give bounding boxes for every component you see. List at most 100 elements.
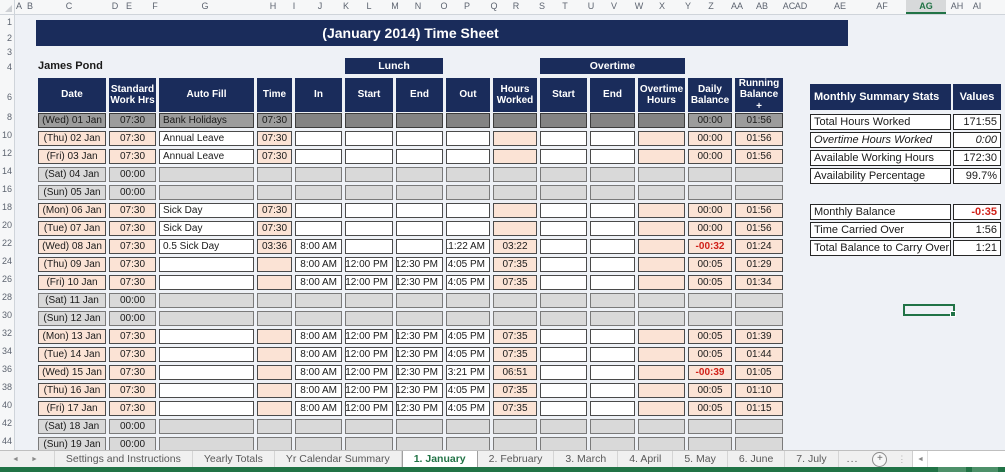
grid-cell-hours-worked[interactable]: 07:35 bbox=[493, 401, 537, 416]
grid-cell-lunch-end[interactable] bbox=[396, 149, 443, 164]
grid-cell-out[interactable] bbox=[446, 185, 490, 200]
column-letter-P[interactable]: P bbox=[463, 1, 471, 11]
row-number-12[interactable]: 12 bbox=[1, 148, 12, 158]
grid-cell-standard-work-hrs[interactable]: 00:00 bbox=[109, 185, 156, 200]
summary-label[interactable]: Total Hours Worked bbox=[810, 114, 951, 130]
grid-cell-running-balance[interactable] bbox=[735, 185, 783, 200]
grid-cell-overtime-end[interactable] bbox=[590, 257, 635, 272]
grid-cell-running-balance[interactable]: 01:15 bbox=[735, 401, 783, 416]
summary-value[interactable]: 99.7% bbox=[953, 168, 1001, 184]
horizontal-scrollbar[interactable]: ◄ bbox=[912, 451, 1005, 467]
grid-cell-daily-balance[interactable] bbox=[688, 311, 732, 326]
grid-cell-hours-worked[interactable]: 06:51 bbox=[493, 365, 537, 380]
grid-cell-hours-worked[interactable]: 07:35 bbox=[493, 347, 537, 362]
grid-cell-running-balance[interactable]: 01:39 bbox=[735, 329, 783, 344]
grid-cell-time[interactable]: 07:30 bbox=[257, 203, 292, 218]
grid-cell-lunch-end[interactable] bbox=[396, 239, 443, 254]
column-letter-X[interactable]: X bbox=[658, 1, 666, 11]
grid-cell-overtime-end[interactable] bbox=[590, 203, 635, 218]
grid-cell-overtime-start[interactable] bbox=[540, 383, 587, 398]
row-number-40[interactable]: 40 bbox=[1, 400, 12, 410]
grid-cell-out[interactable]: 4:05 PM bbox=[446, 275, 490, 290]
grid-cell-time[interactable] bbox=[257, 401, 292, 416]
grid-cell-daily-balance[interactable] bbox=[688, 185, 732, 200]
grid-cell-daily-balance[interactable]: 00:05 bbox=[688, 275, 732, 290]
grid-cell-time[interactable] bbox=[257, 383, 292, 398]
grid-cell-lunch-start[interactable] bbox=[345, 419, 393, 434]
grid-cell-overtime-start[interactable] bbox=[540, 293, 587, 308]
grid-cell-in[interactable]: 8:00 AM bbox=[295, 347, 342, 362]
grid-cell-overtime-end[interactable] bbox=[590, 365, 635, 380]
grid-cell-time[interactable] bbox=[257, 329, 292, 344]
grid-cell-lunch-end[interactable] bbox=[396, 419, 443, 434]
tab-overflow[interactable]: ... bbox=[846, 453, 859, 465]
grid-cell-date[interactable]: (Thu) 02 Jan bbox=[38, 131, 106, 146]
column-letter-N[interactable]: N bbox=[414, 1, 422, 11]
column-header-overtime-end[interactable]: End bbox=[590, 78, 635, 112]
grid-cell-daily-balance[interactable] bbox=[688, 437, 732, 450]
sheet-tab-settings-and-instructions[interactable]: Settings and Instructions bbox=[53, 451, 193, 467]
grid-cell-auto-fill[interactable] bbox=[159, 185, 254, 200]
grid-cell-overtime-end[interactable] bbox=[590, 401, 635, 416]
grid-cell-in[interactable] bbox=[295, 221, 342, 236]
grid-cell-auto-fill[interactable] bbox=[159, 401, 254, 416]
column-letter-Z[interactable]: Z bbox=[708, 1, 714, 11]
grid-cell-daily-balance[interactable]: 00:05 bbox=[688, 347, 732, 362]
grid-cell-in[interactable] bbox=[295, 131, 342, 146]
grid-cell-time[interactable] bbox=[257, 311, 292, 326]
grid-cell-standard-work-hrs[interactable]: 07:30 bbox=[109, 113, 156, 128]
grid-cell-date[interactable]: (Sun) 19 Jan bbox=[38, 437, 106, 450]
column-header-standard-work-hrs[interactable]: Standard Work Hrs bbox=[109, 78, 156, 112]
grid-cell-overtime-end[interactable] bbox=[590, 347, 635, 362]
grid-cell-in[interactable] bbox=[295, 203, 342, 218]
grid-cell-in[interactable] bbox=[295, 311, 342, 326]
column-letter-B[interactable]: B bbox=[26, 1, 34, 11]
grid-cell-lunch-end[interactable]: 12:30 PM bbox=[396, 275, 443, 290]
grid-cell-overtime-end[interactable] bbox=[590, 419, 635, 434]
grid-cell-in[interactable]: 8:00 AM bbox=[295, 257, 342, 272]
grid-cell-hours-worked[interactable] bbox=[493, 185, 537, 200]
sheet-tab-7-july[interactable]: 7. July bbox=[785, 451, 839, 467]
grid-cell-auto-fill[interactable]: Annual Leave bbox=[159, 131, 254, 146]
grid-cell-running-balance[interactable]: 01:34 bbox=[735, 275, 783, 290]
column-letter-R[interactable]: R bbox=[512, 1, 520, 11]
grid-cell-overtime-start[interactable] bbox=[540, 149, 587, 164]
grid-cell-hours-worked[interactable]: 03:22 bbox=[493, 239, 537, 254]
grid-cell-overtime-hours[interactable] bbox=[638, 329, 685, 344]
row-number-30[interactable]: 30 bbox=[1, 310, 12, 320]
column-letter-U[interactable]: U bbox=[587, 1, 595, 11]
summary-value[interactable]: 172:30 bbox=[953, 150, 1001, 166]
grid-cell-lunch-start[interactable] bbox=[345, 311, 393, 326]
summary-value[interactable]: -0:35 bbox=[953, 204, 1001, 220]
grid-cell-auto-fill[interactable] bbox=[159, 167, 254, 182]
grid-cell-date[interactable]: (Tue) 07 Jan bbox=[38, 221, 106, 236]
grid-cell-hours-worked[interactable] bbox=[493, 419, 537, 434]
grid-cell-overtime-hours[interactable] bbox=[638, 203, 685, 218]
grid-cell-lunch-end[interactable] bbox=[396, 167, 443, 182]
grid-cell-auto-fill[interactable]: Bank Holidays bbox=[159, 113, 254, 128]
grid-cell-daily-balance[interactable] bbox=[688, 167, 732, 182]
row-number-28[interactable]: 28 bbox=[1, 292, 12, 302]
grid-cell-lunch-end[interactable]: 12:30 PM bbox=[396, 401, 443, 416]
grid-cell-lunch-end[interactable] bbox=[396, 131, 443, 146]
grid-cell-lunch-start[interactable] bbox=[345, 185, 393, 200]
row-number-8[interactable]: 8 bbox=[6, 112, 12, 122]
grid-cell-time[interactable]: 07:30 bbox=[257, 113, 292, 128]
grid-cell-lunch-start[interactable] bbox=[345, 131, 393, 146]
grid-cell-overtime-start[interactable] bbox=[540, 437, 587, 450]
grid-cell-overtime-hours[interactable] bbox=[638, 221, 685, 236]
grid-cell-auto-fill[interactable]: Annual Leave bbox=[159, 149, 254, 164]
grid-cell-out[interactable] bbox=[446, 113, 490, 128]
grid-cell-date[interactable]: (Thu) 09 Jan bbox=[38, 257, 106, 272]
grid-cell-time[interactable]: 07:30 bbox=[257, 131, 292, 146]
grid-cell-daily-balance[interactable]: 00:00 bbox=[688, 113, 732, 128]
grid-cell-lunch-end[interactable]: 12:30 PM bbox=[396, 329, 443, 344]
grid-cell-daily-balance[interactable]: 00:05 bbox=[688, 401, 732, 416]
grid-cell-out[interactable] bbox=[446, 149, 490, 164]
grid-cell-auto-fill[interactable] bbox=[159, 419, 254, 434]
summary-values-header[interactable]: Values bbox=[953, 84, 1001, 110]
grid-cell-auto-fill[interactable] bbox=[159, 311, 254, 326]
grid-cell-time[interactable]: 03:36 bbox=[257, 239, 292, 254]
grid-cell-in[interactable]: 8:00 AM bbox=[295, 275, 342, 290]
row-number-20[interactable]: 20 bbox=[1, 220, 12, 230]
